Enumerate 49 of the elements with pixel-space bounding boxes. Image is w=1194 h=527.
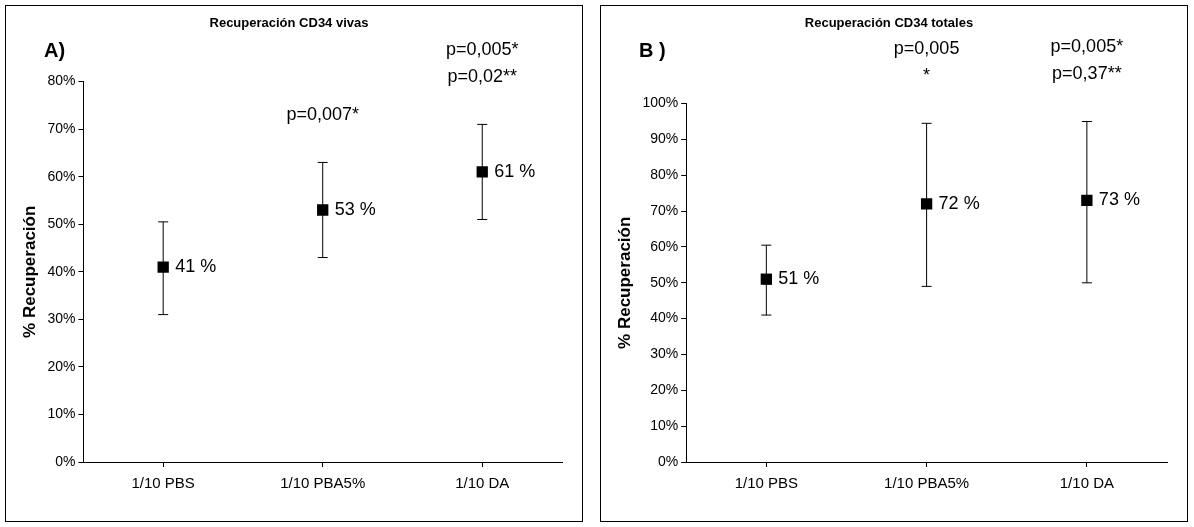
- text: p=0,005: [893, 38, 960, 59]
- x-tick-label: 1/10 PBA5%: [280, 474, 366, 492]
- x-tick-label: 1/10 PBA5%: [884, 474, 970, 492]
- y-tick-label: 50%: [47, 215, 76, 232]
- text: p=0,005*: [445, 39, 519, 60]
- y-tick-label: 80%: [650, 166, 679, 183]
- y-tick-label: 50%: [650, 273, 679, 290]
- y-tick-label: 10%: [47, 405, 76, 422]
- text: A): [44, 38, 66, 61]
- y-tick-label: 10%: [650, 417, 679, 434]
- x-tick-label: 1/10 DA: [1059, 474, 1114, 492]
- data-label: 61 %: [494, 160, 536, 181]
- text: *: [923, 65, 931, 86]
- y-tick-label: 0%: [55, 452, 76, 469]
- chart-title: Recuperación CD34 totales: [804, 15, 974, 31]
- y-tick-label: 60%: [650, 237, 679, 254]
- y-tick-label: 40%: [650, 309, 679, 326]
- y-axis-title: % Recuperación: [19, 205, 39, 338]
- y-tick-label: 70%: [47, 120, 76, 137]
- text: p=0,005*: [1050, 36, 1124, 57]
- text: B ): [639, 38, 666, 61]
- data-label: 73 %: [1098, 189, 1140, 210]
- y-tick-label: 90%: [650, 130, 679, 147]
- y-tick-label: 80%: [47, 72, 76, 89]
- y-tick-label: 40%: [47, 262, 76, 279]
- x-tick-label: 1/10 PBS: [131, 474, 195, 492]
- chart-title: Recuperación CD34 vivas: [209, 15, 369, 31]
- point: [476, 166, 488, 178]
- x-tick-label: 1/10 PBS: [734, 474, 799, 492]
- annotation: p=0,02**: [447, 66, 518, 87]
- y-tick-label: 60%: [47, 167, 76, 184]
- point: [317, 204, 329, 216]
- data-label: 41 %: [175, 256, 217, 277]
- y-tick-label: 20%: [47, 357, 76, 374]
- text: p=0,37**: [1052, 63, 1122, 84]
- y-tick-label: 0%: [657, 452, 679, 469]
- data-label: 53 %: [334, 198, 376, 219]
- annotation: p=0,007*: [286, 104, 359, 125]
- data-label: 51 %: [778, 268, 820, 289]
- y-tick-label: 70%: [650, 201, 679, 218]
- x-tick-label: 1/10 DA: [455, 474, 510, 492]
- data-label: 72 %: [938, 192, 980, 213]
- y-tick-label: 30%: [650, 345, 679, 362]
- y-tick-label: 30%: [47, 310, 76, 327]
- point: [920, 198, 933, 210]
- point: [157, 261, 169, 273]
- y-axis-title: % Recuperación: [614, 216, 634, 349]
- y-tick-label: 20%: [650, 381, 679, 398]
- y-tick-label: 100%: [642, 94, 679, 111]
